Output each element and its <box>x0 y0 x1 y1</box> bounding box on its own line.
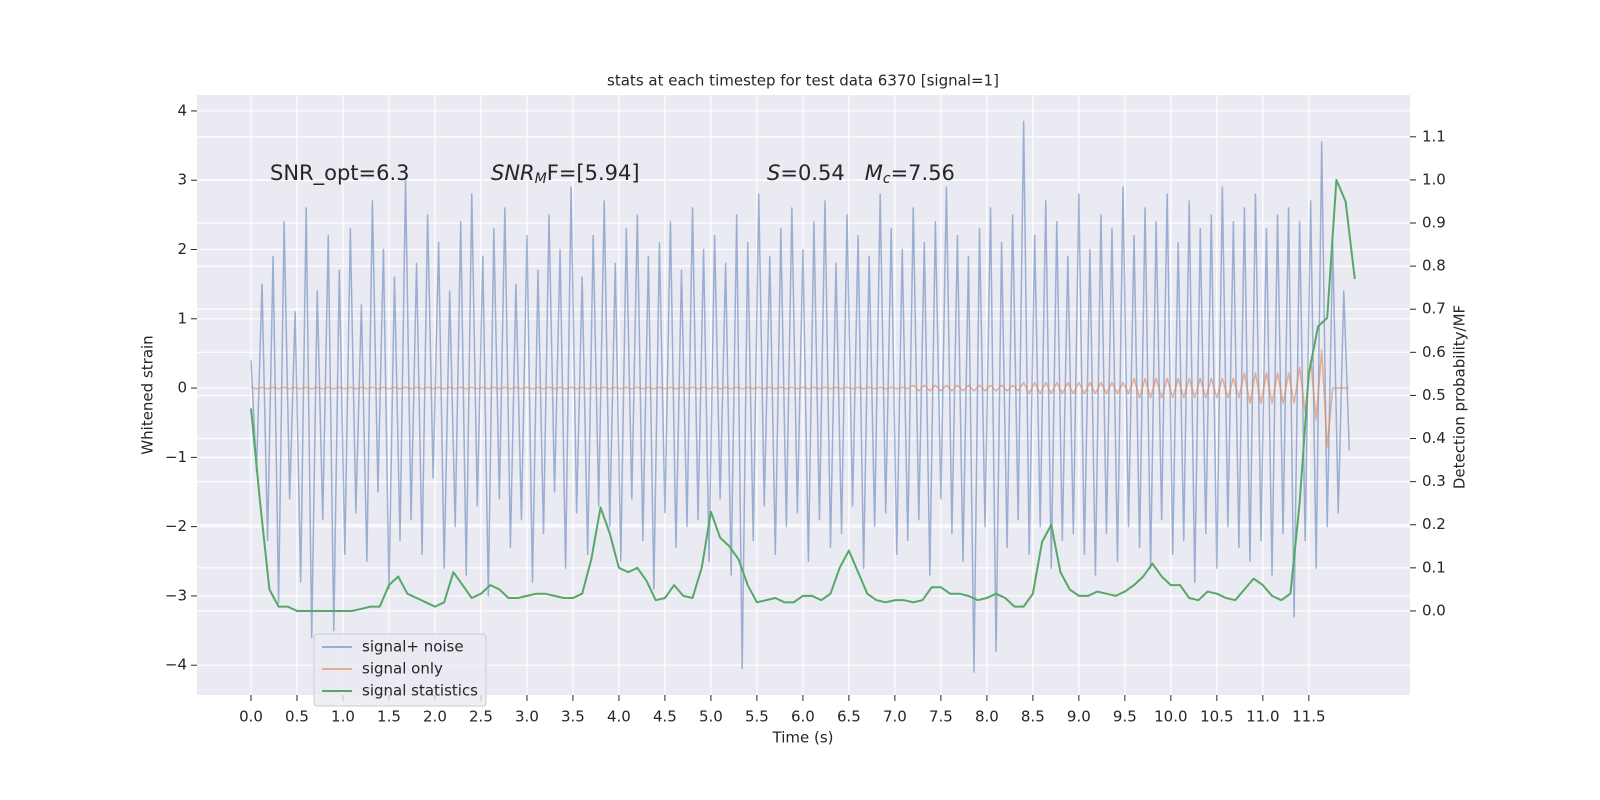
x-tick-label: 5.0 <box>699 708 723 726</box>
x-tick-label: 6.0 <box>791 708 815 726</box>
legend: signal+ noise signal only signal statistic… <box>313 633 487 707</box>
annotation: S=0.54 Mc=7.56 <box>767 161 955 187</box>
legend-label: signal only <box>362 660 443 678</box>
y2-tick-label: 0.2 <box>1422 515 1446 533</box>
x-tick-label: 10.5 <box>1200 708 1233 726</box>
y-tick-label: 3 <box>177 171 187 189</box>
y2-tick-label: 1.1 <box>1422 127 1446 145</box>
y-tick-label: 0 <box>177 379 187 397</box>
annotation: SNR_opt=6.3 <box>270 161 410 186</box>
x-tick-label: 9.5 <box>1113 708 1137 726</box>
x-tick-label: 2.0 <box>423 708 447 726</box>
marks <box>249 120 1356 673</box>
labels: 0.0 0.5 1.0 1.5 2.0 2.5 3.0 3.5 4.0 4.5 5.0 5.5 6.0 6… <box>165 101 1446 725</box>
annotation-part: S <box>767 161 780 185</box>
legend-label: signal+ noise <box>362 638 464 656</box>
y-tick-label: 1 <box>177 309 187 327</box>
y-tick-label: −1 <box>165 448 187 466</box>
x-tick-label: 7.5 <box>929 708 953 726</box>
x-tick-label: 11.5 <box>1292 708 1325 726</box>
annotation-part: =7.56 <box>891 161 955 185</box>
y-tick-label: −4 <box>165 656 187 674</box>
x-tick-label: 4.5 <box>653 708 677 726</box>
y2-tick-label: 0.3 <box>1422 472 1446 490</box>
annotation-part: F=[5.94] <box>547 161 640 185</box>
annotation-part: M <box>535 171 547 187</box>
chart-title: stats at each timestep for test data 637… <box>607 72 999 90</box>
y2-tick-label: 0.6 <box>1422 343 1446 361</box>
x-tick-label: 1.0 <box>331 708 355 726</box>
y2-tick-label: 0.8 <box>1422 257 1446 275</box>
x-tick-label: 1.5 <box>377 708 401 726</box>
y-tick-label: 4 <box>177 101 187 119</box>
x-axis-label: Time (s) <box>772 729 834 747</box>
legend-box <box>313 633 487 707</box>
x-tick-label: 8.0 <box>975 708 999 726</box>
y2-axis-label: Detection probability/MF <box>1451 305 1469 489</box>
annotation-part: c <box>883 171 891 187</box>
x-tick-label: 4.0 <box>607 708 631 726</box>
annotation-part: SNR_opt=6.3 <box>270 161 410 186</box>
series-line <box>250 120 1351 673</box>
y2-tick-label: 0.5 <box>1422 386 1446 404</box>
y-tick-label: −2 <box>165 517 187 535</box>
y2-tick-label: 0.7 <box>1422 300 1446 318</box>
annotation: SNRMF=[5.94] <box>491 161 640 187</box>
annotation-part: SNR <box>491 161 535 185</box>
y2-tick-label: 0.9 <box>1422 214 1446 232</box>
y-tick-label: −3 <box>165 586 187 604</box>
y2-tick-label: 0.4 <box>1422 429 1446 447</box>
x-tick-label: 8.5 <box>1021 708 1045 726</box>
x-tick-label: 5.5 <box>745 708 769 726</box>
grid <box>197 95 1410 695</box>
x-tick-label: 11.0 <box>1246 708 1279 726</box>
annotation-part: =0.54 <box>780 161 864 185</box>
y-axis-label: Whitened strain <box>139 335 157 454</box>
legend-label: signal statistics <box>362 682 478 700</box>
x-tick-label: 7.0 <box>883 708 907 726</box>
x-tick-label: 6.5 <box>837 708 861 726</box>
y2-tick-label: 0.0 <box>1422 601 1446 619</box>
x-tick-label: 2.5 <box>469 708 493 726</box>
x-tick-label: 0.5 <box>285 708 309 726</box>
x-tick-label: 0.0 <box>239 708 263 726</box>
x-tick-label: 9.0 <box>1067 708 1091 726</box>
y-tick-label: 2 <box>177 240 187 258</box>
x-tick-label: 10.0 <box>1154 708 1187 726</box>
y2-tick-label: 1.0 <box>1422 170 1446 188</box>
series-line <box>250 349 1350 448</box>
x-tick-label: 3.0 <box>515 708 539 726</box>
series-line <box>249 178 1356 612</box>
y2-tick-label: 0.1 <box>1422 558 1446 576</box>
x-tick-label: 3.5 <box>561 708 585 726</box>
annotation-part: M <box>865 161 883 185</box>
